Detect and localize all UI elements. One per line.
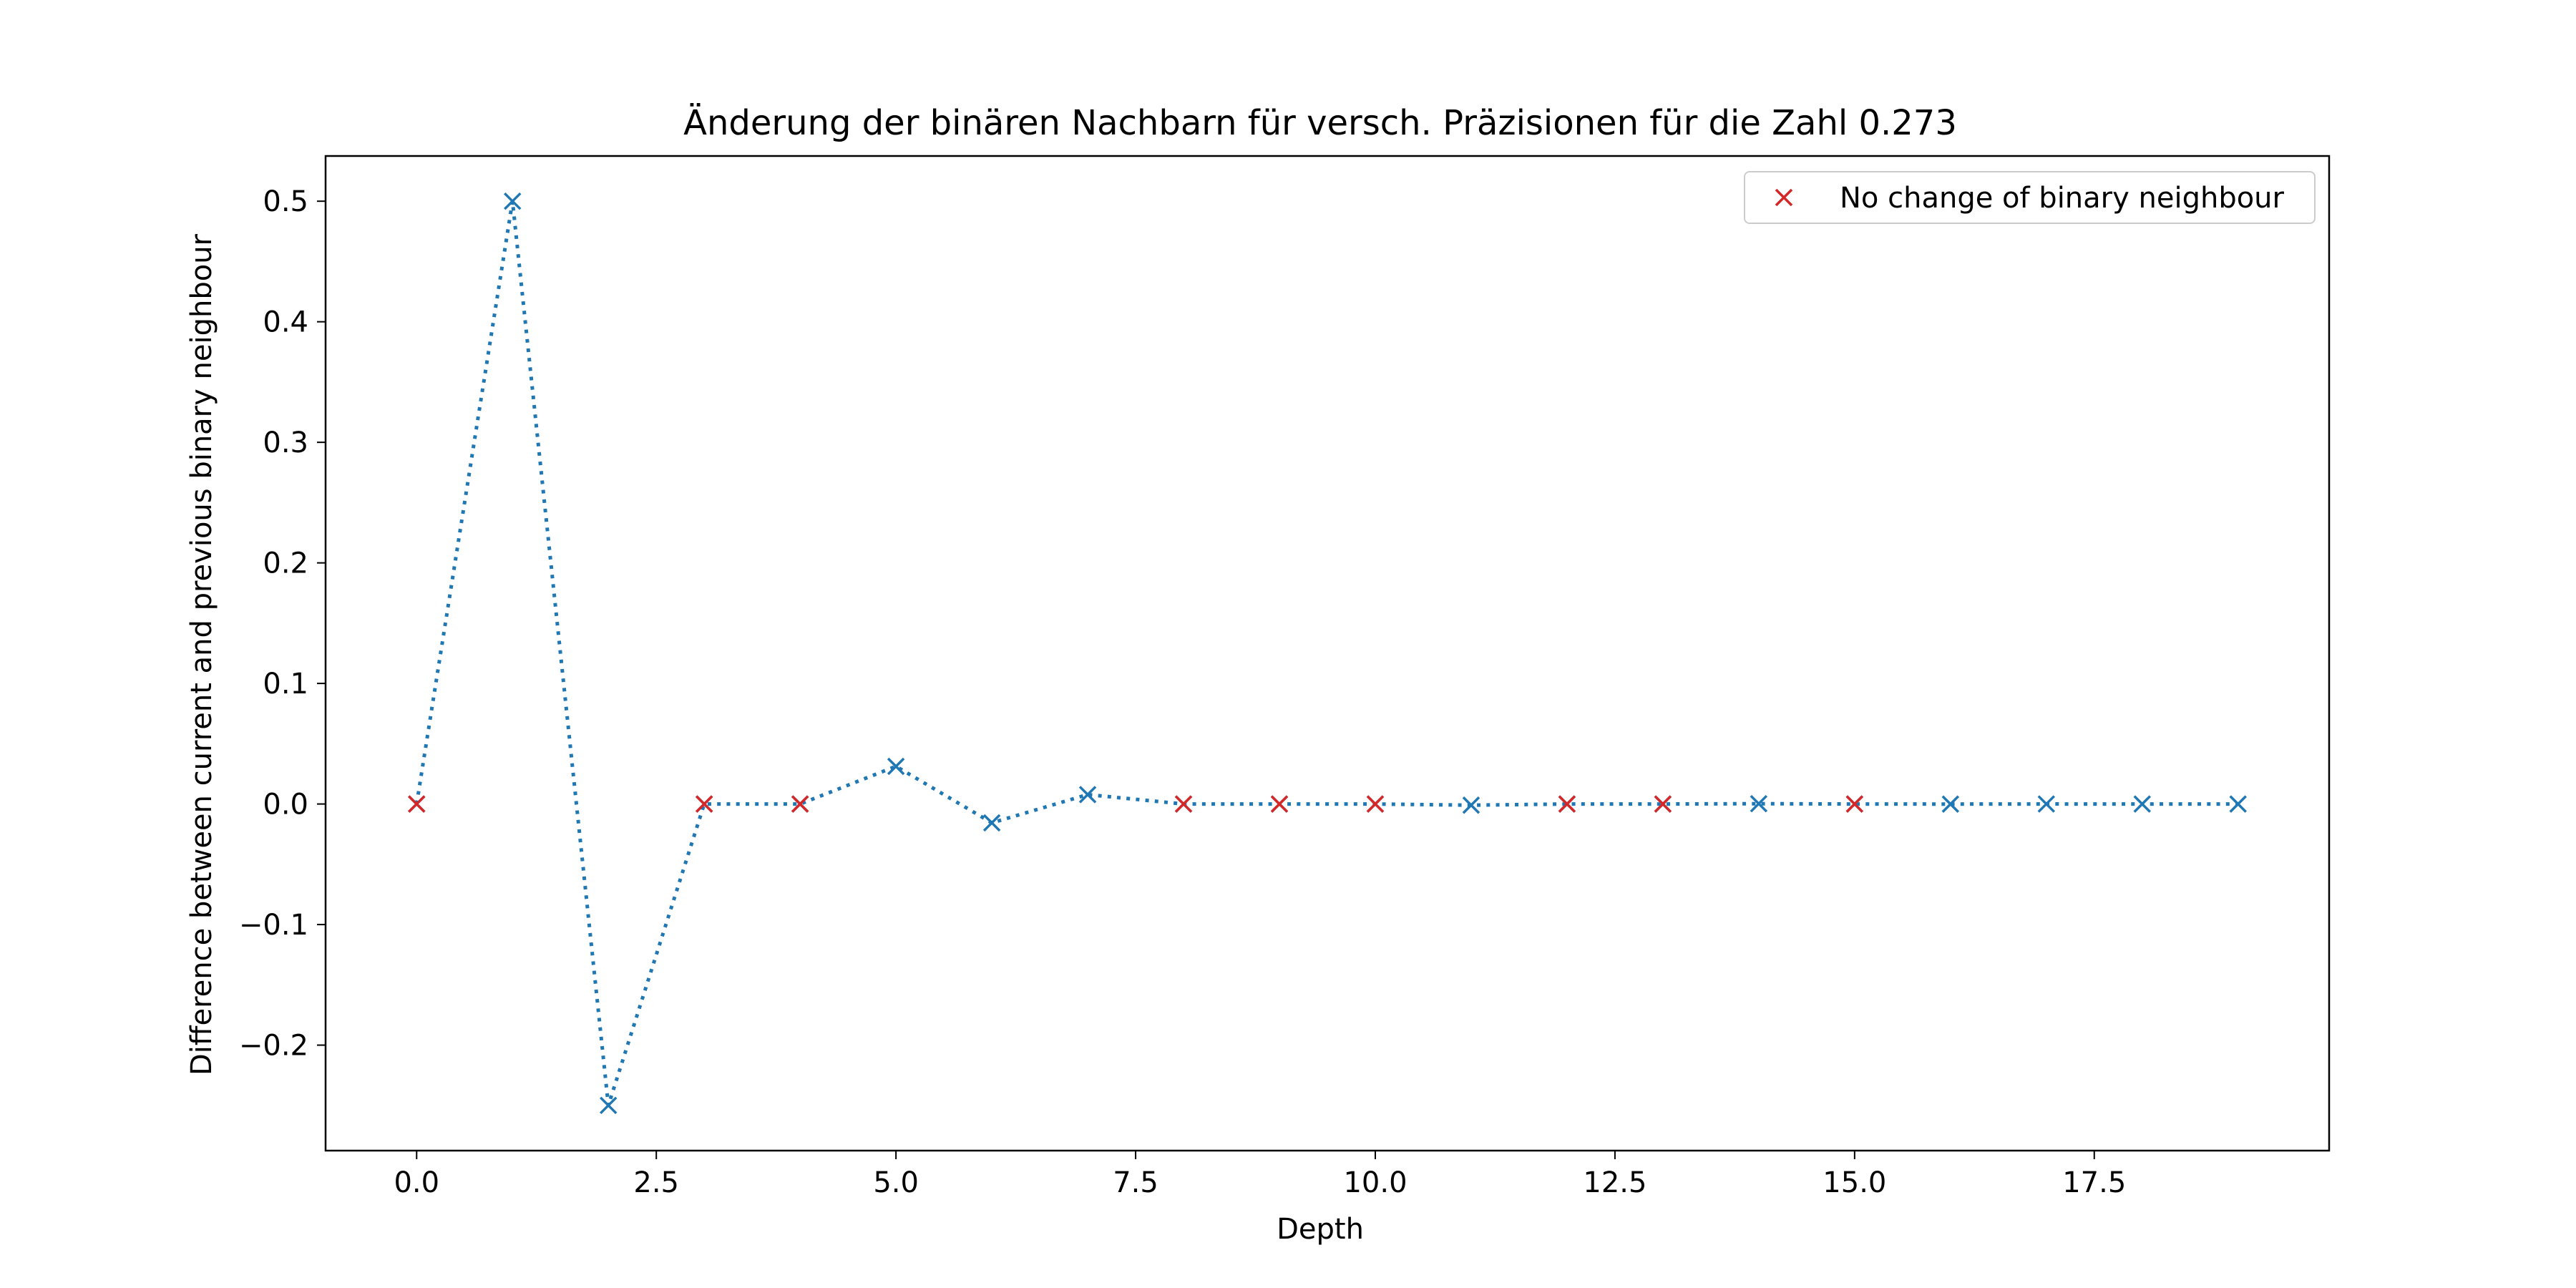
series-1-point <box>887 757 905 776</box>
y-tick-label: 0.4 <box>263 306 308 339</box>
y-tick-label: 0.2 <box>263 547 308 580</box>
series-1-point <box>982 814 1001 832</box>
legend: No change of binary neighbour <box>1744 171 2316 224</box>
series-2 <box>408 795 1864 813</box>
series-2-point <box>695 795 713 813</box>
series-1-point <box>1462 796 1480 814</box>
x-axis-label: Depth <box>1277 1213 1364 1246</box>
y-tick-label: −0.2 <box>239 1030 308 1063</box>
series-1-point <box>599 1096 618 1115</box>
y-axis-ticks: −0.2 −0.1 0.0 0.1 0.2 0.3 0.4 0.5 <box>239 185 326 1063</box>
x-tick-label: 10.0 <box>1343 1166 1407 1199</box>
series-1-point <box>1750 794 1768 813</box>
y-tick-label: 0.3 <box>263 426 308 459</box>
legend-label: No change of binary neighbour <box>1840 182 2285 215</box>
series-1-point <box>1078 786 1097 804</box>
series-2-point <box>791 795 809 813</box>
axes-frame <box>324 155 2331 1152</box>
x-tick-label: 0.0 <box>394 1166 439 1199</box>
series-1-point <box>2229 795 2247 813</box>
series-2-point <box>1654 795 1672 813</box>
y-tick-label: 0.0 <box>263 789 308 821</box>
x-tick-label: 15.0 <box>1823 1166 1886 1199</box>
series-1-point <box>1941 795 1960 813</box>
series-1-line <box>414 199 2238 1108</box>
x-tick-label: 5.0 <box>873 1166 919 1199</box>
y-tick-label: 0.5 <box>263 185 308 218</box>
x-tick-label: 7.5 <box>1113 1166 1158 1199</box>
x-tick-label: 2.5 <box>633 1166 679 1199</box>
series-2-point <box>1270 795 1289 813</box>
legend-box <box>1744 171 2316 224</box>
y-tick-label: 0.1 <box>263 668 308 701</box>
x-axis-ticks: 0.0 2.5 5.0 7.5 10.0 12.5 15.0 17.5 <box>394 1151 2126 1199</box>
x-tick-label: 17.5 <box>2062 1166 2126 1199</box>
y-axis-label: Difference between current and previous … <box>185 233 218 1075</box>
series-1-point <box>2037 795 2056 813</box>
legend-marker <box>1775 188 1793 207</box>
series-2-point <box>1366 795 1385 813</box>
plot-area: 0.0 2.5 5.0 7.5 10.0 12.5 15.0 17.5−0.2−0.10.00… <box>239 155 2331 1199</box>
series-1-point <box>2133 795 2151 813</box>
y-tick-label: −0.1 <box>239 909 308 942</box>
series-2-point <box>1558 795 1576 813</box>
series-1-point <box>504 192 522 210</box>
series-2-point <box>1845 795 1864 813</box>
chart-title: Änderung der binären Nachbarn für versch… <box>683 103 1957 143</box>
series-2-point <box>1174 795 1193 813</box>
x-tick-label: 12.5 <box>1583 1166 1646 1199</box>
series-2-point <box>408 795 426 813</box>
